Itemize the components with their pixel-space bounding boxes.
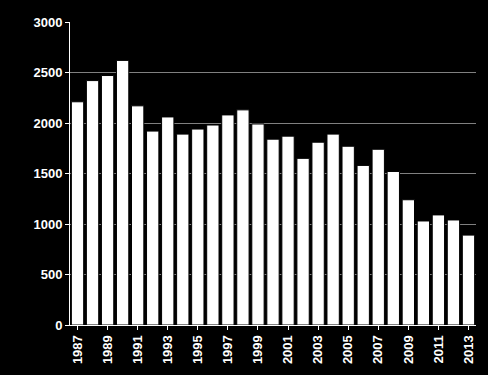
svg-text:2013: 2013 [461,335,476,364]
svg-text:2001: 2001 [280,335,295,364]
svg-text:2005: 2005 [340,335,355,364]
svg-text:1993: 1993 [160,335,175,364]
svg-text:500: 500 [41,267,63,282]
svg-text:1987: 1987 [70,335,85,364]
svg-text:1989: 1989 [100,335,115,364]
svg-text:2011: 2011 [431,335,446,363]
svg-text:2500: 2500 [33,65,62,80]
svg-text:0: 0 [55,318,62,333]
svg-text:2007: 2007 [370,335,385,364]
svg-text:1999: 1999 [250,335,265,364]
svg-text:1000: 1000 [33,217,62,232]
svg-text:3000: 3000 [33,15,62,30]
svg-text:2003: 2003 [310,335,325,364]
svg-text:2009: 2009 [401,335,416,364]
svg-text:1997: 1997 [220,335,235,364]
svg-text:1500: 1500 [33,166,62,181]
svg-text:2000: 2000 [33,116,62,131]
svg-text:1995: 1995 [190,335,205,364]
svg-text:1991: 1991 [130,335,145,364]
